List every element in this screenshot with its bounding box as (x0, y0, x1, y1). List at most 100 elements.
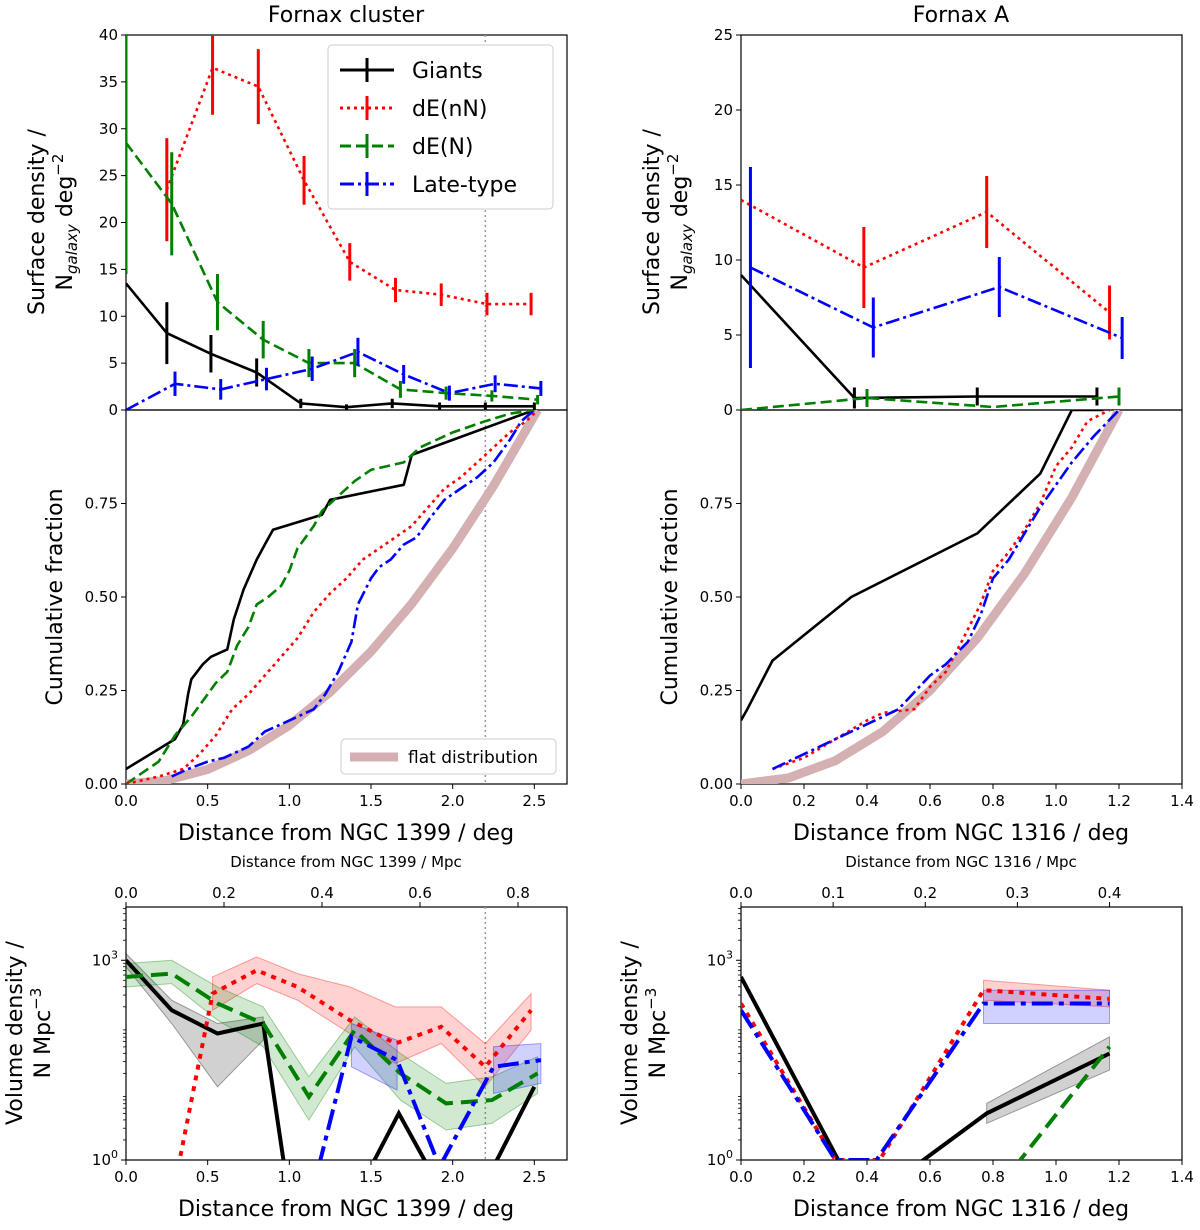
series-line-late-type (171, 410, 536, 778)
xlabel-p5: Distance from NGC 1316 / deg (793, 1197, 1129, 1222)
series-line-giants (126, 410, 535, 771)
series-line-late-type (741, 1001, 1110, 1160)
y-tick-label: 0.25 (85, 682, 118, 700)
axes-frame-p3 (740, 409, 1183, 785)
plot-area-fornax-a-volume (741, 975, 1112, 1160)
x-tick-label: 0.0 (729, 792, 753, 810)
ylabel-p5-line2: N Mpc−3 (642, 988, 671, 1079)
y-tick-label: 20 (99, 214, 118, 232)
x-tick-label: 1.4 (1170, 1168, 1194, 1186)
top-x-tick-label: 0.4 (310, 884, 334, 902)
ylabel-p0-line1: Surface density / (25, 128, 50, 314)
ylabel-p0-sub: galaxy (63, 223, 81, 274)
x-tick-label: 2.5 (522, 792, 546, 810)
x-tick-label: 0.6 (918, 1168, 942, 1186)
x-tick-label: 0.0 (729, 1168, 753, 1186)
x-tick-label: 1.4 (1170, 792, 1194, 810)
x-tick-label: 0.2 (792, 1168, 816, 1186)
top-x-tick-label: 0.0 (729, 884, 753, 902)
legend-giants-label: Giants (412, 59, 483, 84)
legend-density: Giants dE(nN) dE(N) Late-type (327, 44, 554, 210)
ylabel-p2: Cumulative fraction (43, 488, 68, 705)
ylabel-p3: Cumulative fraction (658, 488, 683, 705)
ylabel-p5-unit: N Mpc (646, 1010, 671, 1079)
title-fornax-cluster: Fornax cluster (268, 3, 425, 28)
series-line-late-type (771, 410, 1120, 771)
uncertainty-band-de-nn (983, 979, 1110, 1008)
x-tick-label: 1.0 (1044, 792, 1068, 810)
ylabel-p4-line1: Volume density / (3, 940, 28, 1124)
ylabel-p1-unit: deg (668, 176, 693, 217)
title-fornax-a: Fornax A (913, 3, 1009, 28)
x-tick-label: 1.0 (1044, 1168, 1068, 1186)
ylabel-p4-unit: N Mpc (31, 1010, 56, 1079)
legend-dEN-label: dE(N) (412, 135, 474, 160)
top-xlabel-p4: Distance from NGC 1399 / Mpc (230, 853, 462, 871)
series-line-de-nn (177, 968, 533, 1160)
tick-marks: 0 5 10 15 20 25 30 35 40 0 5 10 15 20 25 0.00 0.25 0.50 0.… (85, 26, 1194, 1186)
uncertainty-band-late-type (983, 989, 1110, 1024)
ylabel-p4-line2: N Mpc−3 (27, 988, 56, 1079)
uncertainty-band-giants (986, 1035, 1110, 1125)
series-line-giants (741, 274, 1097, 400)
series-line-giants (741, 410, 1104, 722)
x-tick-label: 0.8 (981, 792, 1005, 810)
x-tick-label: 0.0 (114, 792, 138, 810)
legend-late-label: Late-type (412, 173, 517, 198)
y-tick-label: 5 (723, 326, 733, 344)
series-line-de-nn (126, 410, 539, 784)
y-tick-label: 0.00 (700, 775, 733, 793)
y-tick-label: 0 (108, 401, 118, 419)
xlabel-p2: Distance from NGC 1399 / deg (178, 821, 514, 846)
legend-dEnN-label: dE(nN) (412, 97, 487, 122)
x-tick-label: 0.6 (918, 792, 942, 810)
legend-flat-box (340, 738, 557, 775)
ylabel-p1-line2: Ngalaxy deg−2 (664, 154, 696, 291)
series-line-giants (126, 958, 537, 1160)
x-tick-label: 1.2 (1107, 1168, 1131, 1186)
top-x-tick-label: 0.0 (114, 884, 138, 902)
series-line-de-n (741, 395, 1120, 410)
x-tick-label: 0.0 (114, 1168, 138, 1186)
y-tick-label: 0.75 (85, 495, 118, 513)
x-tick-label: 2.0 (441, 792, 465, 810)
plot-area-fornax-cluster-density (126, 35, 543, 410)
x-tick-label: 1.5 (359, 792, 383, 810)
x-tick-label: 1.2 (1107, 792, 1131, 810)
series-line-de-n (1017, 1045, 1112, 1160)
x-tick-label: 1.5 (359, 1168, 383, 1186)
ylabel-p1-n: N (668, 274, 693, 290)
top-x-tick-label: 0.2 (913, 884, 937, 902)
top-x-tick-label: 0.8 (506, 884, 530, 902)
y-tick-label: 10 (714, 251, 733, 269)
xlabel-p4: Distance from NGC 1399 / deg (178, 1197, 514, 1222)
uncertainty-band-late-type (493, 1042, 542, 1095)
y-tick-label: 0.75 (700, 495, 733, 513)
y-tick-label: 0.25 (700, 682, 733, 700)
top-x-tick-label: 0.4 (1098, 884, 1122, 902)
ylabel-p1-sub: galaxy (678, 223, 696, 274)
y-tick-label: 103 (707, 948, 733, 969)
x-tick-label: 1.0 (277, 1168, 301, 1186)
y-tick-label: 25 (99, 167, 118, 185)
y-tick-label: 20 (714, 101, 733, 119)
top-x-tick-label: 0.1 (821, 884, 845, 902)
ylabel-p0-unit: deg (53, 176, 78, 217)
y-tick-label: 103 (92, 948, 118, 969)
y-tick-label: 100 (707, 1148, 733, 1169)
series-line-de-nn (772, 410, 1111, 771)
ylabel-p5-sup: −3 (642, 988, 660, 1010)
plot-area-fornax-cluster-volume (126, 907, 542, 1160)
legend-flat: flat distribution (340, 738, 557, 775)
legend-box (327, 44, 554, 210)
xlabel-p3: Distance from NGC 1316 / deg (793, 821, 1129, 846)
ylabel-p0-sup: −2 (49, 154, 67, 176)
x-tick-label: 0.5 (196, 792, 220, 810)
series-line-flat-distribution (741, 410, 1123, 784)
plot-area-fornax-a-density (741, 167, 1124, 410)
series-line-de-n (126, 142, 538, 401)
top-xlabel-p5: Distance from NGC 1316 / Mpc (845, 853, 1077, 871)
plot-area-fornax-a-cumulative (741, 410, 1123, 784)
y-tick-label: 40 (99, 26, 118, 44)
